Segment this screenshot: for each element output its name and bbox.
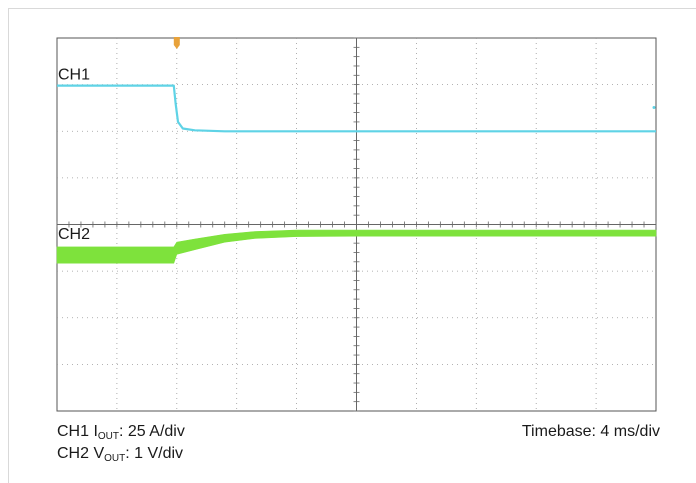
trigger-marker-icon — [173, 37, 180, 49]
ch2-trace — [56, 229, 657, 264]
grid — [56, 37, 657, 412]
ch2-caption-scale: : 1 V/div — [125, 445, 184, 462]
ch1-end-dot — [652, 106, 656, 110]
ch2-caption-subscript: OUT — [104, 453, 126, 464]
traces — [56, 84, 657, 264]
markers — [173, 37, 180, 49]
ch1-trace-label: CH1 — [58, 67, 90, 84]
ch1-caption-scale: : 25 A/div — [119, 423, 185, 440]
ch2-caption-prefix: CH2 V — [57, 445, 105, 462]
timebase-caption: Timebase: 4 ms/div — [521, 423, 660, 440]
ch1-trace — [57, 84, 656, 133]
ch1-caption-prefix: CH1 I — [57, 423, 98, 440]
ch2-scale-caption: CH2 VOUT: 1 V/div — [57, 446, 183, 464]
ch1-caption-subscript: OUT — [97, 431, 120, 442]
figure-frame — [8, 8, 696, 483]
ch1-scale-caption: CH1 IOUT: 25 A/div — [57, 424, 185, 442]
ch2-trace-label: CH2 — [58, 226, 90, 243]
